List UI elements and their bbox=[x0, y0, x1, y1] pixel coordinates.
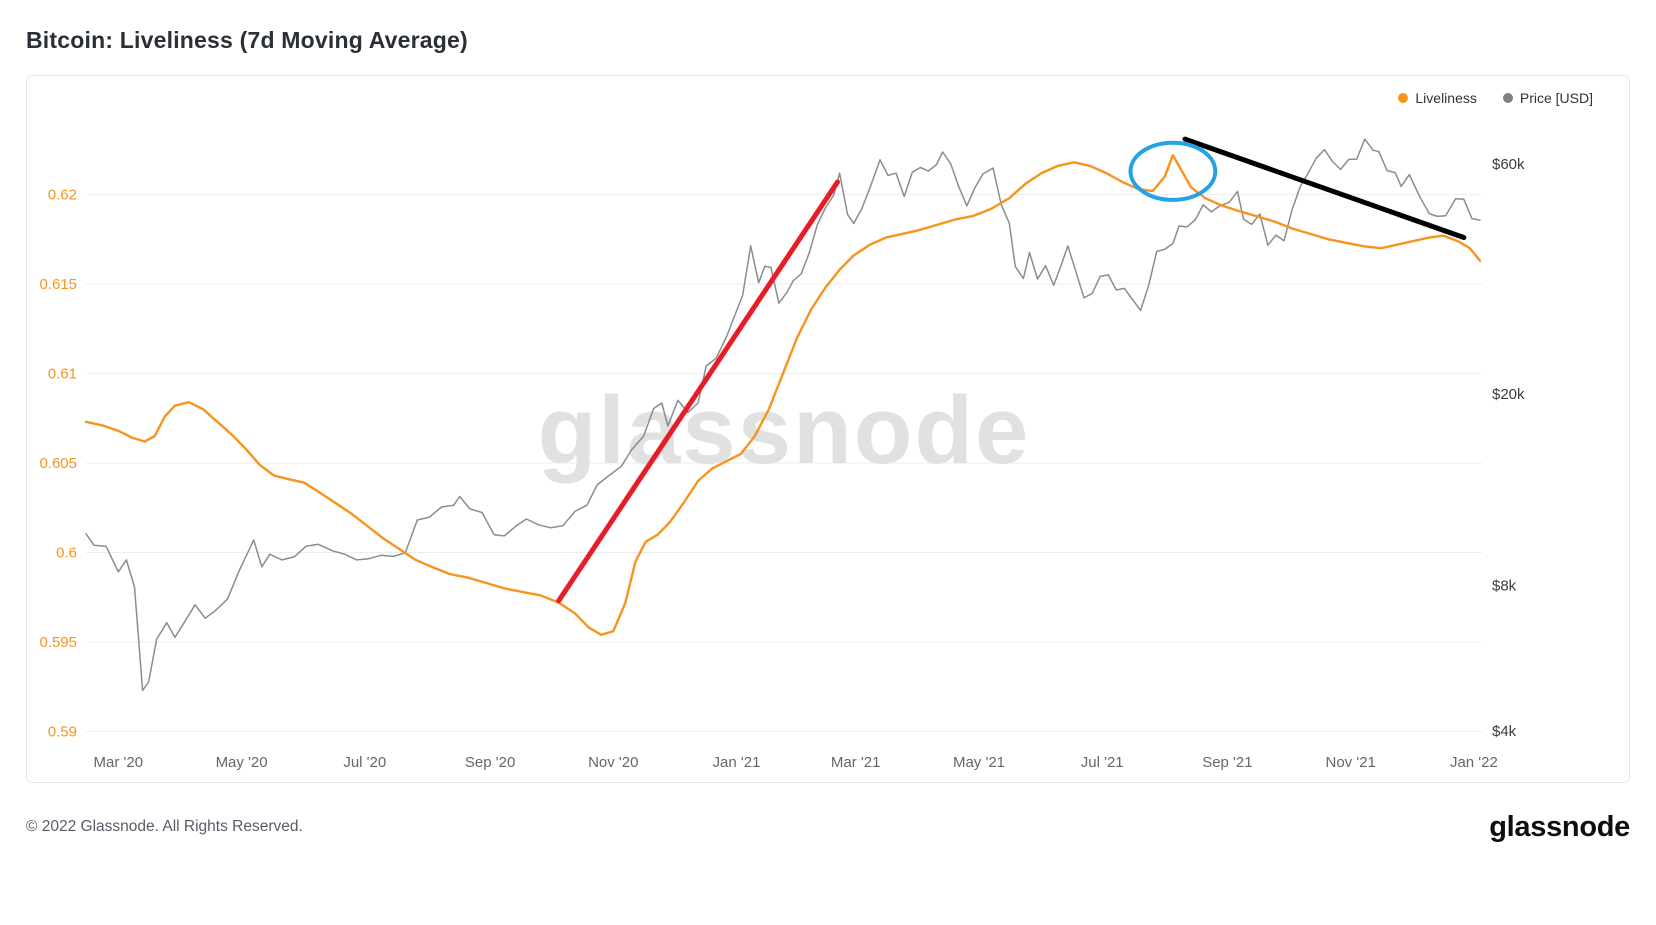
y-left-tick-label: 0.62 bbox=[48, 187, 77, 204]
x-tick-label: Nov '21 bbox=[1326, 754, 1376, 771]
watermark: glassnode bbox=[538, 377, 1031, 484]
legend-label-liveliness: Liveliness bbox=[1415, 90, 1477, 106]
x-tick-label: Sep '21 bbox=[1202, 754, 1252, 771]
y-left-tick-label: 0.615 bbox=[39, 276, 77, 293]
y-right-tick-label: $4k bbox=[1492, 723, 1517, 740]
liveliness-line bbox=[84, 153, 1482, 636]
x-tick-label: Jul '21 bbox=[1081, 754, 1124, 771]
legend-label-price: Price [USD] bbox=[1519, 90, 1593, 106]
x-tick-label: Jul '20 bbox=[343, 754, 386, 771]
x-tick-label: Mar '21 bbox=[831, 754, 881, 771]
x-tick-label: Sep '20 bbox=[465, 754, 515, 771]
y-right-tick-label: $8k bbox=[1492, 578, 1517, 595]
y-right-tick-label: $60k bbox=[1492, 156, 1525, 173]
footer: © 2022 Glassnode. All Rights Reserved. g… bbox=[26, 783, 1630, 871]
legend-item-price[interactable]: Price [USD] bbox=[1502, 90, 1593, 106]
chart-legend: Liveliness Price [USD] bbox=[1398, 90, 1593, 106]
y-left-tick-label: 0.605 bbox=[39, 455, 77, 472]
chart-card: Liveliness Price [USD] 0.59 0.595 0.6 0.605… bbox=[26, 75, 1630, 783]
y-left-tick-label: 0.595 bbox=[39, 634, 77, 651]
page-title: Bitcoin: Liveliness (7d Moving Average) bbox=[26, 27, 468, 53]
y-right-tick-label: $20k bbox=[1492, 386, 1525, 403]
x-tick-label: Nov '20 bbox=[588, 754, 638, 771]
y-left-tick-label: 0.61 bbox=[48, 366, 77, 383]
red-trendline bbox=[556, 179, 840, 604]
price-dot-icon bbox=[1502, 93, 1513, 103]
blue-ellipse-annotation bbox=[1128, 140, 1218, 202]
legend-item-liveliness[interactable]: Liveliness bbox=[1398, 90, 1477, 106]
x-tick-label: May '20 bbox=[216, 754, 268, 771]
y-left-tick-label: 0.6 bbox=[56, 545, 77, 562]
y-left-tick-label: 0.59 bbox=[48, 724, 77, 741]
x-tick-label: Jan '22 bbox=[1450, 754, 1498, 771]
glassnode-logo: glassnode bbox=[1489, 810, 1630, 843]
liveliness-dot-icon bbox=[1398, 93, 1409, 103]
x-tick-label: Mar '20 bbox=[94, 754, 144, 771]
copyright-text: © 2022 Glassnode. All Rights Reserved. bbox=[26, 818, 303, 835]
x-tick-label: Jan '21 bbox=[713, 754, 761, 771]
chart-canvas[interactable]: 0.59 0.595 0.6 0.605 0.61 0.615 0.62 $4k $8k $20k… bbox=[27, 76, 1629, 782]
x-tick-label: May '21 bbox=[953, 754, 1005, 771]
black-trendline bbox=[1182, 136, 1467, 240]
price-usd-line bbox=[85, 138, 1481, 692]
